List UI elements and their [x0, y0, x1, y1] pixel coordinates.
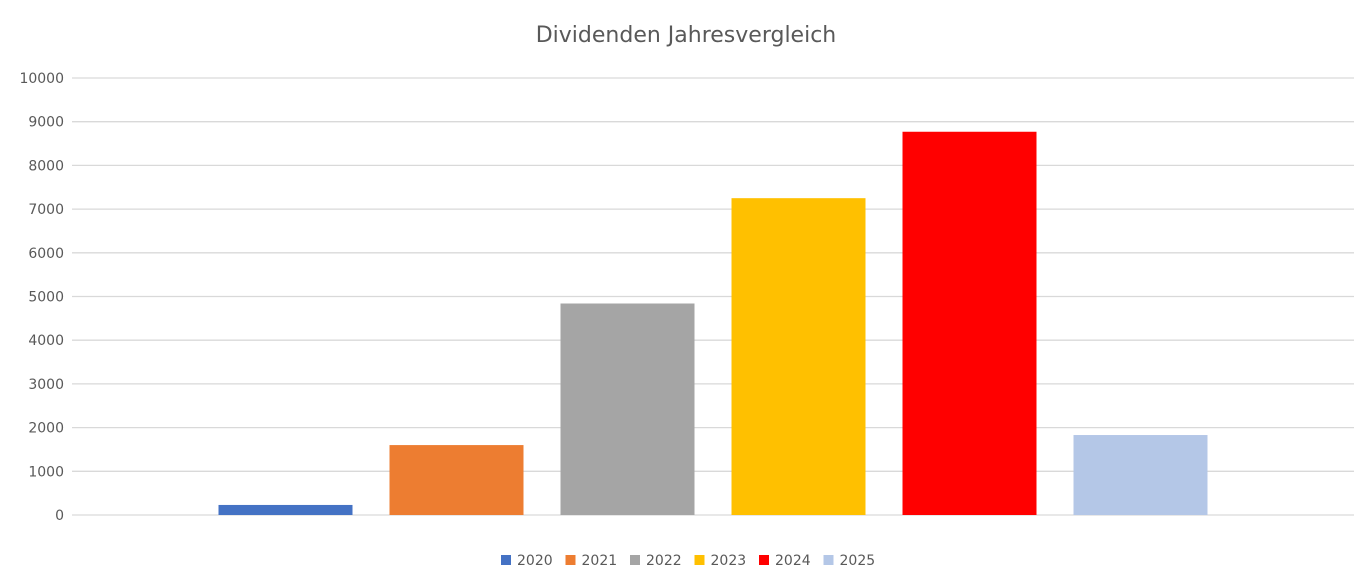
legend-item: 2023 [694, 553, 747, 569]
legend-swatch [565, 555, 576, 565]
legend-swatch [759, 555, 769, 565]
bar-2020 [218, 504, 353, 515]
y-tick-label: 1000 [28, 464, 64, 480]
legend-swatch [694, 555, 705, 565]
bar-2021 [389, 445, 524, 515]
legend: 2020 2021 2022 2023 2024 2025 [501, 553, 875, 569]
y-tick-label: 3000 [28, 377, 64, 393]
chart-title: Dividenden Jahresvergleich [536, 23, 837, 48]
gridlines [72, 77, 1354, 516]
bars [218, 131, 1208, 516]
bar-2023 [731, 198, 866, 516]
legend-item: 2024 [759, 553, 811, 569]
bar-2024 [902, 131, 1037, 515]
y-tick-label: 10000 [19, 71, 64, 87]
legend-item: 2021 [565, 553, 618, 569]
y-tick-label: 5000 [28, 290, 64, 306]
legend-item: 2020 [501, 553, 553, 569]
legend-swatch [630, 555, 640, 565]
y-tick-label: 9000 [28, 115, 64, 131]
y-tick-label: 4000 [28, 333, 64, 349]
y-axis: 0 1000 2000 3000 4000 5000 6000 7000 8000 9000 100… [19, 71, 64, 524]
y-tick-label: 2000 [28, 421, 64, 437]
legend-item: 2025 [823, 553, 876, 569]
bar-2022 [560, 303, 695, 515]
legend-label: 2021 [582, 553, 618, 569]
y-tick-label: 7000 [28, 202, 64, 218]
legend-label: 2025 [840, 553, 876, 569]
legend-label: 2023 [711, 553, 747, 569]
legend-label: 2024 [775, 553, 811, 569]
y-tick-label: 0 [55, 508, 64, 524]
legend-label: 2022 [646, 553, 682, 569]
y-tick-label: 8000 [28, 158, 64, 174]
legend-item: 2022 [630, 553, 682, 569]
legend-label: 2020 [517, 553, 553, 569]
legend-swatch [501, 555, 511, 565]
legend-swatch [823, 555, 834, 565]
bar-2025 [1073, 435, 1208, 515]
y-tick-label: 6000 [28, 246, 64, 262]
